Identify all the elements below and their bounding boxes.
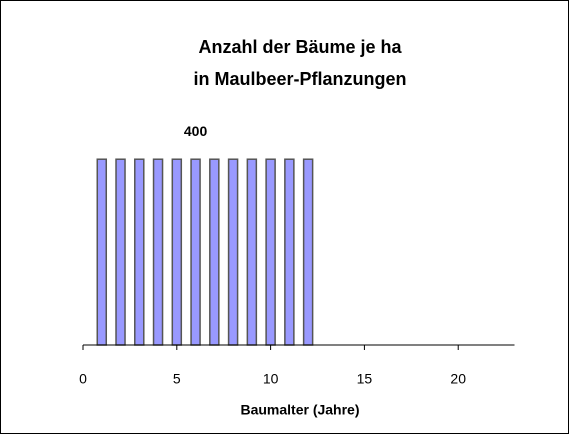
- chart-title: Anzahl der Bäume je ha: [198, 37, 402, 57]
- x-tick-label: 15: [357, 371, 373, 387]
- bar: [96, 158, 108, 346]
- bar: [209, 158, 220, 346]
- bar: [134, 158, 145, 346]
- x-tick-label: 5: [173, 371, 181, 387]
- x-axis-label: Baumalter (Jahre): [240, 402, 359, 418]
- bar: [284, 158, 295, 346]
- bar: [227, 158, 239, 346]
- bar: [302, 158, 314, 346]
- data-label: 400: [184, 123, 208, 139]
- x-tick-label: 0: [79, 371, 87, 387]
- chart-subtitle: in Maulbeer-Pflanzungen: [193, 69, 406, 89]
- bar: [171, 158, 183, 346]
- bar: [190, 158, 201, 346]
- bar: [152, 158, 164, 346]
- bar: [246, 158, 258, 346]
- bar: [115, 158, 126, 346]
- x-tick-label: 10: [263, 371, 279, 387]
- bar: [265, 158, 276, 346]
- x-tick-label: 20: [450, 371, 466, 387]
